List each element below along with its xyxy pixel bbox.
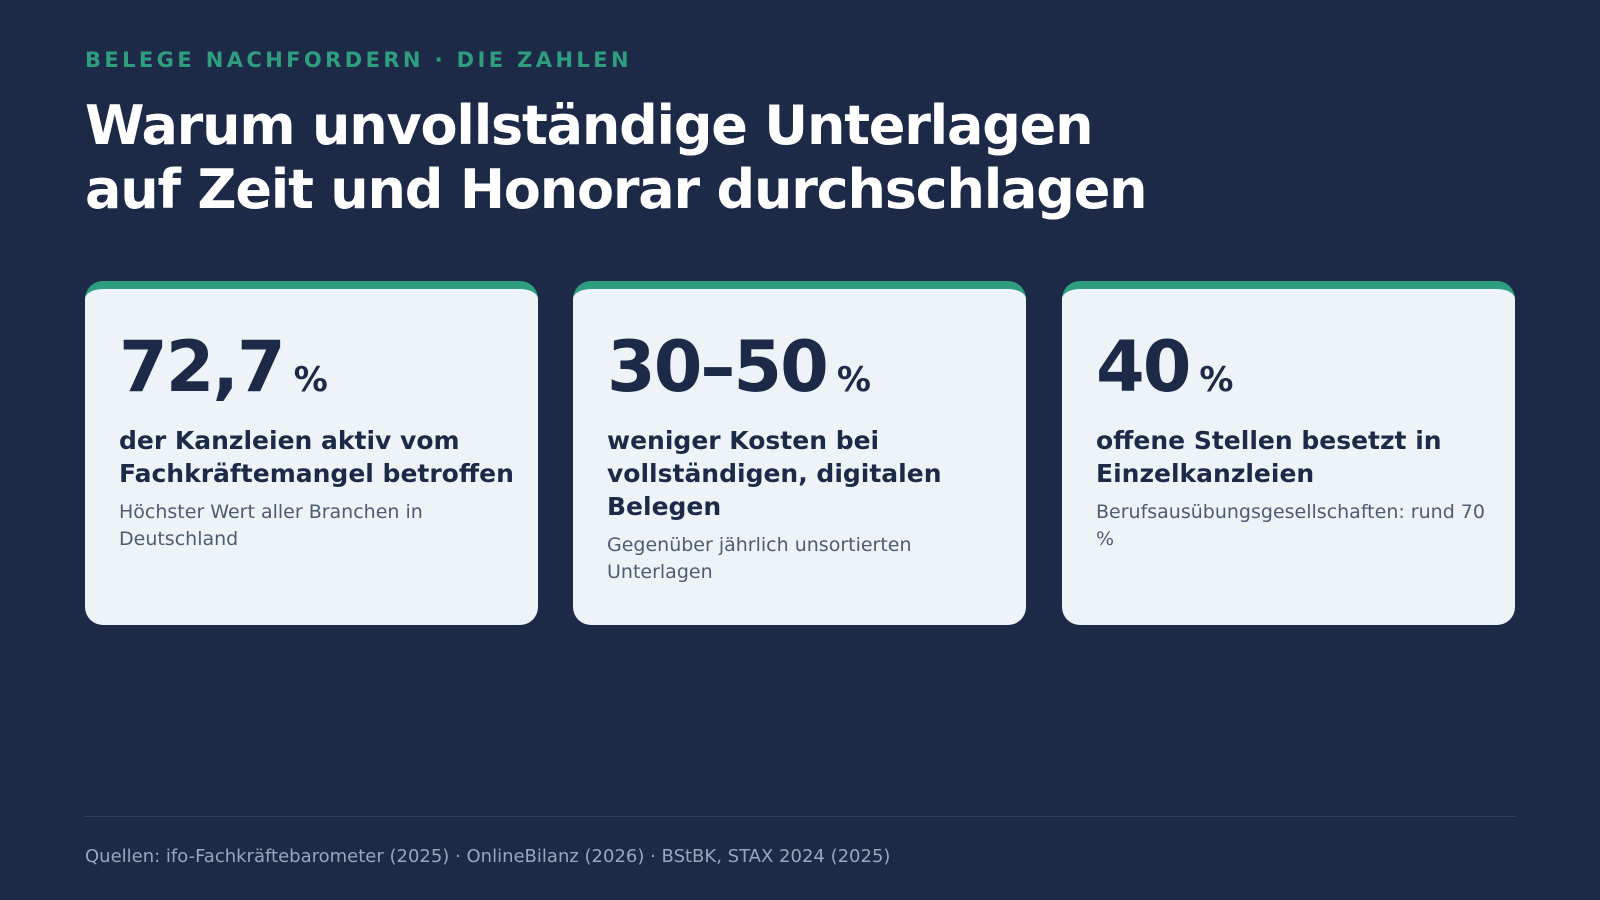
stat-cards: 72,7 % der Kanzleien aktiv vom Fachkräft… <box>85 281 1515 625</box>
stat-unit: % <box>1199 360 1234 400</box>
stat-label: weniger Kosten bei vollständigen, digita… <box>607 426 942 521</box>
page-title-line-2: auf Zeit und Honorar durchschlagen <box>85 158 1148 221</box>
stat-figure: 72,7 % <box>119 327 328 407</box>
page-title-line-1: Warum unvollständige Unterlagen <box>85 94 1094 157</box>
stat-label: der Kanzleien aktiv vom Fachkräftemangel… <box>119 426 514 488</box>
sources-footnote: Quellen: ifo-Fachkräftebarometer (2025) … <box>85 846 891 867</box>
stat-note: Höchster Wert aller Branchen in Deutschl… <box>119 501 423 550</box>
stat-note: Gegenüber jährlich unsortierten Unterlag… <box>607 534 912 583</box>
stat-unit: % <box>293 360 328 400</box>
stat-value: 40 <box>1096 326 1191 408</box>
stat-card-stellen: 40 % offene Stellen besetzt in Einzelkan… <box>1062 281 1515 625</box>
stat-card-kosten: 30–50 % weniger Kosten bei vollständigen… <box>573 281 1026 625</box>
eyebrow-label: BELEGE NACHFORDERN · DIE ZAHLEN <box>85 48 632 72</box>
footer-divider <box>85 816 1515 817</box>
stat-value: 72,7 <box>119 326 286 408</box>
stat-figure: 30–50 % <box>607 327 871 407</box>
stat-card-fachkraeftemangel: 72,7 % der Kanzleien aktiv vom Fachkräft… <box>85 281 538 625</box>
stat-note: Berufsausübungsgesellschaften: rund 70 % <box>1096 501 1485 550</box>
stat-value: 30–50 <box>607 326 829 408</box>
page-title: Warum unvollständige Unterlagen auf Zeit… <box>85 94 1148 222</box>
stat-figure: 40 % <box>1096 327 1234 407</box>
stat-label: offene Stellen besetzt in Einzelkanzleie… <box>1096 426 1442 488</box>
stat-unit: % <box>836 360 871 400</box>
